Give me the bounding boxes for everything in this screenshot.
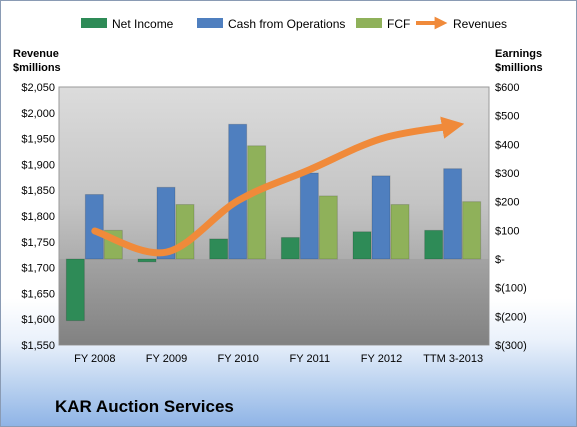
negative-zone <box>59 259 489 345</box>
bar-cash-from-operations <box>84 194 104 260</box>
right-tick-label: $400 <box>495 139 519 151</box>
bar-series <box>59 123 489 345</box>
bar-fcf <box>247 145 267 260</box>
left-tick-label: $1,750 <box>21 237 55 249</box>
legend-label-revenues: Revenues <box>453 17 507 31</box>
right-axis: $600 $500 $400 $300 $200 $100 $- $(100) $(200) $(… <box>495 82 527 352</box>
left-axis-title-line2: $millions <box>13 62 61 74</box>
x-tick-label: FY 2012 <box>361 353 402 365</box>
right-tick-label: $(100) <box>495 283 527 295</box>
x-tick-label: FY 2009 <box>146 353 187 365</box>
right-tick-label: $(200) <box>495 311 527 323</box>
bar-cash-from-operations <box>371 175 391 260</box>
legend-label-fcf: FCF <box>387 17 410 31</box>
right-tick-label: $500 <box>495 111 519 123</box>
left-tick-label: $1,800 <box>21 211 55 223</box>
legend-swatch-fcf <box>356 18 382 28</box>
bar-net-income <box>65 258 85 322</box>
left-tick-label: $2,050 <box>21 82 55 94</box>
legend-swatch-net-income <box>81 18 107 28</box>
legend-label-net-income: Net Income <box>112 17 174 31</box>
bar-cash-from-operations <box>228 123 248 260</box>
bar-fcf <box>462 201 482 260</box>
left-tick-label: $1,900 <box>21 159 55 171</box>
left-tick-label: $1,650 <box>21 288 55 300</box>
right-tick-label: $100 <box>495 225 519 237</box>
bar-cash-from-operations <box>443 168 463 260</box>
right-tick-label: $200 <box>495 197 519 209</box>
right-axis-title-line2: $millions <box>495 62 543 74</box>
left-axis-title-line1: Revenue <box>13 48 59 60</box>
bar-net-income <box>137 258 157 263</box>
legend: Net Income Cash from Operations FCF Reve… <box>81 16 507 31</box>
bar-net-income <box>352 231 372 260</box>
bar-cash-from-operations <box>299 172 319 260</box>
bar-net-income <box>209 238 229 260</box>
right-tick-label: $300 <box>495 168 519 180</box>
x-tick-label: TTM 3-2013 <box>423 353 483 365</box>
right-tick-label: $- <box>495 254 505 266</box>
left-tick-label: $1,600 <box>21 314 55 326</box>
x-tick-label: FY 2011 <box>290 353 331 365</box>
bar-fcf <box>318 195 338 260</box>
left-tick-label: $2,000 <box>21 108 55 120</box>
company-name: KAR Auction Services <box>55 397 234 416</box>
left-tick-label: $1,700 <box>21 263 55 275</box>
revenues-line-group <box>91 116 465 257</box>
bar-fcf <box>390 204 410 260</box>
right-axis-title-line1: Earnings <box>495 48 542 60</box>
bar-net-income <box>280 237 300 260</box>
revenues-line <box>91 116 465 257</box>
x-tick-label: FY 2010 <box>217 353 258 365</box>
legend-swatch-cash-from-operations <box>197 18 223 28</box>
bar-net-income <box>424 229 444 260</box>
x-axis: FY 2008 FY 2009 FY 2010 FY 2011 FY 2012 TTM 3… <box>74 353 483 365</box>
left-axis: $2,050 $2,000 $1,950 $1,900 $1,850 $1,800 $1,7… <box>21 82 55 352</box>
legend-label-cash-from-operations: Cash from Operations <box>228 17 345 31</box>
bar-cash-from-operations <box>156 186 176 260</box>
x-tick-label: FY 2008 <box>74 353 115 365</box>
right-tick-label: $600 <box>495 82 519 94</box>
left-tick-label: $1,550 <box>21 340 55 352</box>
left-tick-label: $1,850 <box>21 185 55 197</box>
left-tick-label: $1,950 <box>21 134 55 146</box>
right-tick-label: $(300) <box>495 340 527 352</box>
